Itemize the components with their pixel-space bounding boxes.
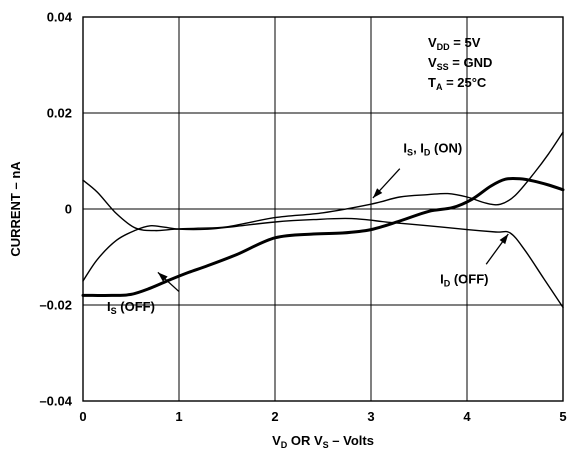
x-axis-label-part: – Volts <box>329 433 374 448</box>
annotation-i-s-off-arrow-head <box>157 272 168 282</box>
annotation-text: I <box>440 271 444 286</box>
condition-line: VDD = 5V <box>428 35 481 52</box>
annotation-i-s-i-d-on-label: IS, ID (ON) <box>403 140 462 157</box>
condition-subscript: SS <box>437 62 449 72</box>
x-axis-label-subscript: D <box>281 440 288 450</box>
series-line-i-s-off <box>82 217 564 309</box>
condition-value: = 25°C <box>442 75 486 90</box>
x-tick-label: 1 <box>175 409 182 424</box>
annotation-i-s-off-label: IS (OFF) <box>107 299 155 316</box>
annotation-i-d-off-label: ID (OFF) <box>440 271 488 288</box>
annotation-text: (OFF) <box>450 271 488 286</box>
annotation-i-d-off-arrow-head <box>499 233 509 245</box>
x-axis-label-part: OR V <box>287 433 323 448</box>
annotation-subscript: S <box>407 147 413 157</box>
annotation-text: , I <box>413 140 424 155</box>
condition-subscript: DD <box>437 42 450 52</box>
condition-symbol: V <box>428 35 437 50</box>
x-tick-label: 5 <box>559 409 566 424</box>
x-tick-labels: 0 1 2 3 4 5 <box>79 409 566 424</box>
curve-annotations: IS, ID (ON)IS (OFF)ID (OFF) <box>107 140 509 316</box>
condition-line: VSS = GND <box>428 55 492 72</box>
condition-value: = GND <box>449 55 493 70</box>
condition-line: TA = 25°C <box>428 75 487 92</box>
annotation-subscript: S <box>111 306 117 316</box>
condition-symbol: T <box>428 75 436 90</box>
y-tick-label: –0.04 <box>39 394 72 409</box>
annotation-subscript: D <box>424 147 431 157</box>
x-tick-label: 3 <box>367 409 374 424</box>
annotation-subscript: D <box>444 278 451 288</box>
y-axis-label: CURRENT – nA <box>8 161 23 257</box>
y-tick-label: –0.02 <box>39 298 72 313</box>
y-tick-label: 0 <box>65 202 72 217</box>
condition-value: = 5V <box>450 35 481 50</box>
x-axis-label-subscript: S <box>323 440 329 450</box>
annotation-i-s-i-d-on-arrow-head <box>372 188 383 198</box>
x-axis-label-part: V <box>272 433 281 448</box>
x-axis-label: VD OR VS – Volts <box>272 433 374 450</box>
series-line-i-d-off <box>82 131 564 232</box>
annotation-text: I <box>107 299 111 314</box>
y-tick-labels: 0.04 0.02 0 –0.02 –0.04 <box>39 10 72 409</box>
annotation-text: (ON) <box>430 140 462 155</box>
annotation-text: (OFF) <box>117 299 155 314</box>
plot-frame <box>82 16 564 402</box>
y-tick-label: 0.02 <box>47 106 72 121</box>
condition-subscript: A <box>436 82 443 92</box>
x-tick-label: 2 <box>271 409 278 424</box>
y-tick-label: 0.04 <box>47 10 73 25</box>
series-line-i-s-i-d-on <box>81 176 565 297</box>
x-tick-label: 4 <box>463 409 471 424</box>
x-tick-label: 0 <box>79 409 86 424</box>
grid <box>83 17 563 401</box>
condition-symbol: V <box>428 55 437 70</box>
annotation-text: I <box>403 140 407 155</box>
series-group <box>81 131 565 309</box>
